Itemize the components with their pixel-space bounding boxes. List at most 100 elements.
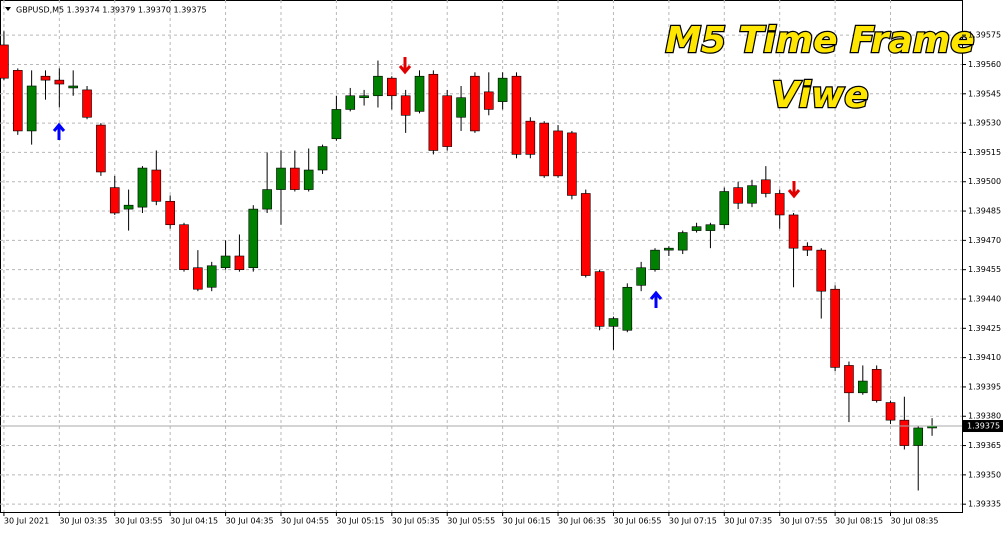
candle-body bbox=[193, 267, 203, 290]
candle-body bbox=[871, 369, 882, 401]
candle-body bbox=[691, 226, 702, 231]
candle-body bbox=[580, 193, 591, 276]
x-tick-label: 30 Jul 08:35 bbox=[891, 517, 939, 526]
candle-body bbox=[858, 380, 868, 394]
x-tick-label: 30 Jul 07:55 bbox=[780, 517, 828, 526]
candle-body bbox=[26, 85, 37, 132]
x-tick-label: 30 Jul 06:15 bbox=[503, 517, 551, 526]
x-tick-label: 30 Jul 06:35 bbox=[558, 517, 606, 526]
candle-body bbox=[802, 245, 813, 251]
candle-body bbox=[830, 288, 840, 368]
y-tick-label: 1.39335 bbox=[968, 500, 1001, 509]
candle-body bbox=[608, 318, 619, 327]
candle-body bbox=[123, 204, 134, 210]
candle-body bbox=[525, 120, 536, 155]
buy-arrow bbox=[649, 290, 663, 308]
y-tick-label: 1.39470 bbox=[968, 236, 1001, 245]
candle-body bbox=[248, 208, 259, 269]
x-tick-label: 30 Jul 04:15 bbox=[170, 517, 218, 526]
chart-header: GBPUSD,M5 1.39374 1.39379 1.39370 1.3937… bbox=[16, 6, 207, 15]
candle-body bbox=[511, 75, 522, 155]
x-tick-label: 30 Jul 04:55 bbox=[281, 517, 329, 526]
candle-body bbox=[497, 77, 508, 102]
y-tick-label: 1.39410 bbox=[968, 353, 1001, 362]
candle-body bbox=[899, 419, 910, 446]
candle-body bbox=[885, 402, 896, 421]
candle-body bbox=[567, 132, 577, 196]
candle-body bbox=[12, 70, 23, 132]
current-price-box bbox=[963, 420, 1003, 433]
x-tick-label: 30 Jul 05:55 bbox=[447, 517, 495, 526]
candle-body bbox=[774, 193, 785, 216]
candle-body bbox=[290, 167, 300, 190]
y-tick-label: 1.39575 bbox=[968, 31, 1001, 40]
x-tick-label: 30 Jul 05:15 bbox=[336, 517, 384, 526]
menu-triangle bbox=[5, 7, 11, 11]
candle-body bbox=[719, 191, 730, 226]
candle-body bbox=[705, 224, 716, 231]
candle-body bbox=[442, 95, 453, 147]
y-tick-label: 1.39425 bbox=[968, 324, 1001, 333]
candle-body bbox=[151, 169, 162, 202]
candle-body bbox=[761, 179, 771, 194]
x-tick-label: 30 Jul 05:35 bbox=[392, 517, 440, 526]
candle-body bbox=[594, 271, 605, 327]
candle-body bbox=[816, 249, 827, 292]
candle-body bbox=[844, 365, 854, 394]
candle-body bbox=[317, 146, 328, 171]
candle-body bbox=[40, 75, 51, 81]
x-tick-label: 30 Jul 03:55 bbox=[115, 517, 163, 526]
candle-body bbox=[539, 122, 549, 177]
annotation: M5 Time Frame bbox=[665, 20, 974, 61]
sell-arrow bbox=[398, 57, 412, 75]
x-tick-label: 30 Jul 2021 bbox=[4, 517, 49, 526]
candle-body bbox=[82, 89, 92, 118]
candle-body bbox=[359, 95, 369, 99]
candle-body bbox=[387, 77, 397, 97]
candle-body bbox=[733, 187, 743, 204]
candle-body bbox=[68, 85, 78, 89]
candle-body bbox=[747, 185, 757, 204]
candle-body bbox=[0, 44, 9, 79]
candle-body bbox=[553, 130, 563, 177]
buy-arrow bbox=[52, 122, 66, 140]
candle-body bbox=[650, 249, 660, 270]
candle-body bbox=[109, 187, 120, 214]
candle-body bbox=[456, 97, 466, 118]
plot-frame bbox=[0, 0, 963, 513]
candle-body bbox=[165, 200, 175, 226]
candle-body bbox=[206, 265, 217, 288]
candle-body bbox=[179, 224, 189, 270]
y-tick-label: 1.39395 bbox=[968, 382, 1001, 391]
x-tick-label: 30 Jul 07:15 bbox=[669, 517, 717, 526]
candle-body bbox=[220, 255, 231, 269]
current-price-label: 1.39375 bbox=[967, 422, 1000, 431]
y-tick-label: 1.39530 bbox=[968, 119, 1001, 128]
x-tick-label: 30 Jul 06:55 bbox=[613, 517, 661, 526]
candle-body bbox=[636, 267, 646, 286]
x-tick-label: 30 Jul 08:15 bbox=[835, 517, 883, 526]
candle-body bbox=[373, 75, 383, 97]
candle-body bbox=[677, 232, 688, 251]
y-tick-label: 1.39350 bbox=[968, 470, 1001, 479]
x-tick-label: 30 Jul 07:35 bbox=[724, 517, 772, 526]
candle-body bbox=[400, 95, 411, 116]
y-tick-label: 1.39515 bbox=[968, 148, 1001, 157]
candle-body bbox=[234, 255, 245, 270]
x-tick-label: 30 Jul 04:35 bbox=[226, 517, 274, 526]
candle-body bbox=[303, 169, 314, 190]
candle-body bbox=[262, 189, 272, 210]
candle-body bbox=[54, 79, 65, 85]
candle-body bbox=[913, 427, 924, 446]
y-tick-label: 1.39440 bbox=[968, 294, 1001, 303]
candle-body bbox=[664, 247, 674, 251]
y-tick-label: 1.39365 bbox=[968, 441, 1001, 450]
candle-body bbox=[137, 167, 148, 208]
candle-body bbox=[96, 124, 106, 173]
candle-body bbox=[483, 91, 494, 110]
candle-body bbox=[276, 167, 286, 190]
y-tick-label: 1.39500 bbox=[968, 177, 1001, 186]
candle-body bbox=[414, 75, 425, 112]
annotation: Viwe bbox=[771, 75, 868, 116]
